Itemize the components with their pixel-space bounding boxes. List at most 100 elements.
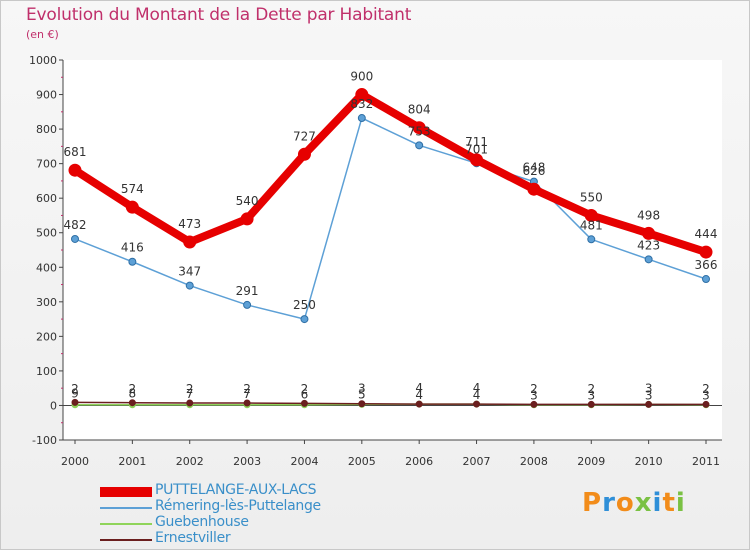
data-label: 681 <box>64 145 87 159</box>
data-label: 4 <box>415 388 423 402</box>
data-label: 804 <box>408 103 431 117</box>
data-label: 900 <box>350 70 373 84</box>
data-point <box>183 235 197 249</box>
x-tick-label: 2006 <box>405 455 433 468</box>
data-label: 3 <box>530 388 538 402</box>
data-point <box>470 153 484 167</box>
data-point <box>645 400 653 408</box>
chart-title: Evolution du Montant de la Dette par Hab… <box>26 5 412 25</box>
x-tick-label: 2001 <box>118 455 146 468</box>
data-label: 5 <box>358 388 366 402</box>
data-label: 3 <box>645 388 653 402</box>
data-label: 416 <box>121 241 144 255</box>
y-tick-label: 900 <box>36 89 57 102</box>
data-label: 550 <box>580 190 603 204</box>
data-label: 727 <box>293 129 316 143</box>
data-point <box>355 88 369 102</box>
data-point <box>702 400 710 408</box>
data-label: 366 <box>695 258 718 272</box>
x-tick-label: 2010 <box>635 455 663 468</box>
x-tick-label: 2004 <box>290 455 318 468</box>
y-tick-label: -100 <box>32 434 57 447</box>
series-line <box>74 117 707 320</box>
data-label: 4 <box>473 388 481 402</box>
data-point <box>699 245 713 259</box>
logo-letter: x <box>634 488 653 518</box>
legend-label-guebenhouse: Guebenhouse <box>155 514 249 530</box>
data-point <box>587 235 596 244</box>
plot-area <box>63 60 722 440</box>
data-label: 250 <box>293 298 316 312</box>
data-label: 9 <box>71 386 79 400</box>
x-tick-label: 2009 <box>577 455 605 468</box>
data-point <box>644 255 653 264</box>
y-tick-label: 400 <box>36 261 57 274</box>
y-tick-label: 600 <box>36 192 57 205</box>
logo-letter: o <box>615 488 635 518</box>
legend-swatch-remering <box>100 507 152 509</box>
data-label: 2 <box>530 382 538 396</box>
x-tick-label: 2008 <box>520 455 548 468</box>
data-label: 2 <box>301 382 309 396</box>
data-label: 3 <box>358 381 366 395</box>
y-tick-label: 0 <box>50 399 57 412</box>
logo-letter: r <box>602 488 616 518</box>
data-point <box>243 399 251 407</box>
data-label: 7 <box>243 387 251 401</box>
legend-label-puttelange: PUTTELANGE-AUX-LACS <box>155 482 317 498</box>
y-tick-label: 700 <box>36 158 57 171</box>
data-label: 753 <box>408 124 431 138</box>
data-point <box>412 121 426 135</box>
data-point <box>297 147 311 161</box>
data-label: 347 <box>178 265 201 279</box>
x-tick-label: 2000 <box>61 455 89 468</box>
data-point <box>128 257 137 266</box>
proxiti-logo: Proxiti <box>582 488 686 518</box>
data-label: 3 <box>702 388 710 402</box>
y-tick-label: 100 <box>36 365 57 378</box>
data-label: 832 <box>350 97 373 111</box>
series-line <box>74 401 707 406</box>
x-tick-label: 2003 <box>233 455 261 468</box>
data-label: 2 <box>71 382 79 396</box>
data-point <box>71 234 79 243</box>
data-label: 540 <box>236 194 259 208</box>
data-label: 6 <box>301 387 309 401</box>
data-point <box>128 399 136 407</box>
data-point <box>300 315 309 324</box>
data-label: 444 <box>695 227 718 241</box>
y-tick-label: 500 <box>36 227 57 240</box>
data-label: 2 <box>587 382 595 396</box>
x-tick-label: 2011 <box>692 455 720 468</box>
data-point <box>300 399 308 407</box>
data-label: 423 <box>637 238 660 252</box>
data-point <box>68 163 82 177</box>
data-label: 2 <box>129 382 137 396</box>
legend-swatch-ernestviller <box>100 539 152 541</box>
data-label: 291 <box>236 284 259 298</box>
data-label: 3 <box>587 388 595 402</box>
data-point <box>415 400 423 408</box>
data-label: 648 <box>522 161 545 175</box>
data-label: 481 <box>580 218 603 232</box>
data-point <box>240 212 254 226</box>
x-tick-label: 2002 <box>176 455 204 468</box>
data-label: 701 <box>465 142 488 156</box>
legend-label-ernestviller: Ernestviller <box>155 530 231 546</box>
data-label: 498 <box>637 208 660 222</box>
data-point <box>415 141 424 150</box>
x-tick-label: 2005 <box>348 455 376 468</box>
data-label: 2 <box>702 382 710 396</box>
data-point <box>642 226 656 240</box>
x-tick-label: 2007 <box>463 455 491 468</box>
data-label: 3 <box>645 381 653 395</box>
legend-swatch-puttelange <box>100 487 152 497</box>
y-tick-label: 200 <box>36 330 57 343</box>
data-point <box>186 399 194 407</box>
logo-letter: t <box>662 488 676 518</box>
logo-letter: i <box>675 488 686 518</box>
legend-label-remering: Rémering-lès-Puttelange <box>155 498 321 514</box>
y-tick-label: 800 <box>36 123 57 136</box>
data-label: 711 <box>465 135 488 149</box>
series-line <box>71 90 710 257</box>
